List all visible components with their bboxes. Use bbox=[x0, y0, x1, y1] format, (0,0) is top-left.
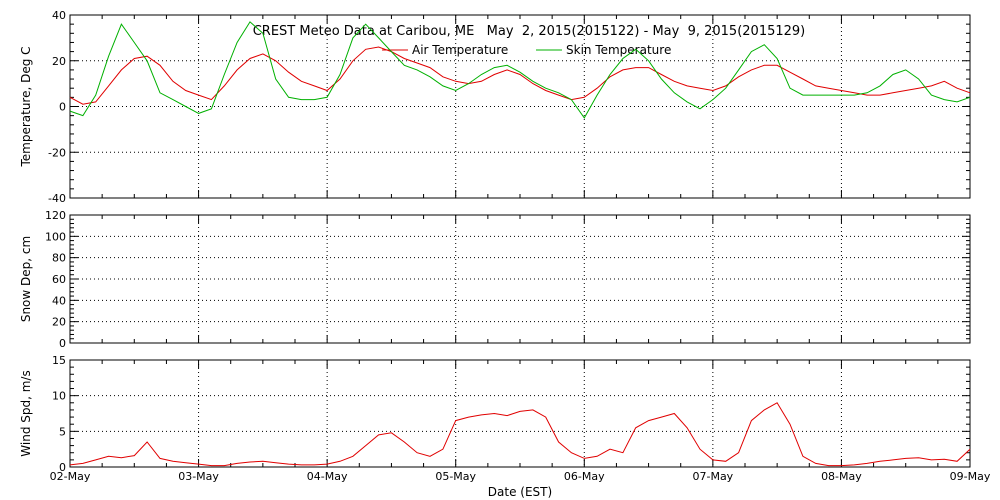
series-line-skin-temperature bbox=[69, 21, 971, 119]
x-axis-label: Date (EST) bbox=[488, 485, 552, 499]
y-tick-label: 0 bbox=[59, 101, 66, 114]
plot-frame bbox=[69, 359, 971, 468]
y-tick-label: 0 bbox=[59, 337, 66, 350]
legend-label-air-temperature: Air Temperature bbox=[412, 43, 508, 57]
panel-2: 0 20 40 60 80 100 120 Snow Dep, cm bbox=[19, 209, 971, 350]
panel-1: -40 -20 0 20 40 Temperature, Deg C bbox=[19, 9, 971, 205]
y-tick-label: 20 bbox=[52, 55, 66, 68]
y-tick-label: 40 bbox=[52, 9, 66, 22]
series-line-wind-speed bbox=[69, 402, 971, 467]
y-tick-label: 100 bbox=[45, 230, 66, 243]
y-tick-label: 20 bbox=[52, 316, 66, 329]
y-tick-label: 5 bbox=[59, 425, 66, 438]
y-tick-label: 15 bbox=[52, 354, 66, 367]
plot-frame bbox=[69, 14, 971, 199]
legend: Air Temperature Skin Temperature bbox=[382, 43, 671, 57]
x-tick-label: 04-May bbox=[307, 470, 348, 483]
y-tick-label: 0 bbox=[59, 461, 66, 474]
x-tick-label: 02-May bbox=[50, 470, 91, 483]
x-tick-label: 03-May bbox=[178, 470, 219, 483]
y-tick-label: -20 bbox=[48, 146, 66, 159]
series-line-air-temperature bbox=[69, 46, 971, 105]
y-axis-label: Wind Spd, m/s bbox=[19, 370, 33, 456]
y-axis-label: Snow Dep, cm bbox=[19, 236, 33, 322]
panel-3: 0 5 10 15 Wind Spd, m/s bbox=[19, 354, 971, 474]
y-axis-label: Temperature, Deg C bbox=[19, 46, 33, 167]
x-tick-label: 08-May bbox=[821, 470, 862, 483]
y-tick-label: -40 bbox=[48, 192, 66, 205]
y-tick-label: 40 bbox=[52, 294, 66, 307]
x-tick-label: 07-May bbox=[692, 470, 733, 483]
x-tick-label: 06-May bbox=[564, 470, 605, 483]
y-tick-label: 10 bbox=[52, 390, 66, 403]
legend-label-skin-temperature: Skin Temperature bbox=[566, 43, 671, 57]
x-tick-label: 09-May bbox=[950, 470, 991, 483]
y-tick-label: 80 bbox=[52, 252, 66, 265]
y-tick-label: 120 bbox=[45, 209, 66, 222]
chart-title: CREST Meteo Data at Caribou, ME May 2, 2… bbox=[253, 24, 806, 39]
x-tick-label: 05-May bbox=[435, 470, 476, 483]
plot-frame bbox=[69, 214, 971, 344]
x-tick-labels: 02-May 03-May 04-May 05-May 06-May 07-May 08-M… bbox=[50, 470, 991, 483]
y-tick-label: 60 bbox=[52, 273, 66, 286]
panels: -40 -20 0 20 40 Temperature, Deg C 0 20 40 60 80 10… bbox=[19, 9, 971, 474]
